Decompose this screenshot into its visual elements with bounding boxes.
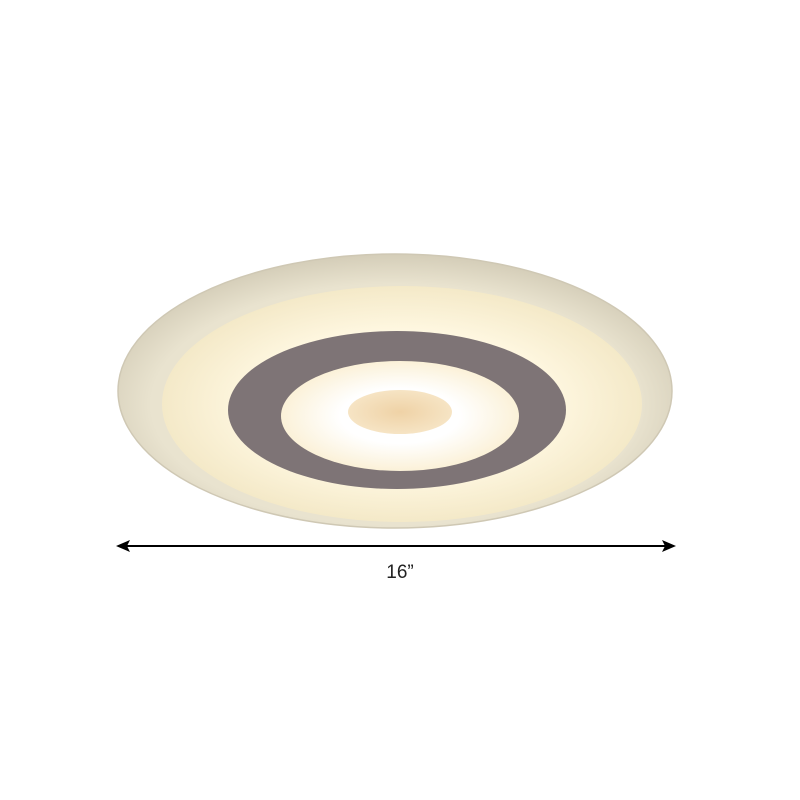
center-dot [348, 390, 452, 434]
dimension-arrow [116, 540, 676, 552]
arrow-left-icon [116, 540, 130, 552]
arrow-right-icon [662, 540, 676, 552]
width-dimension-label: 16” [386, 562, 414, 583]
